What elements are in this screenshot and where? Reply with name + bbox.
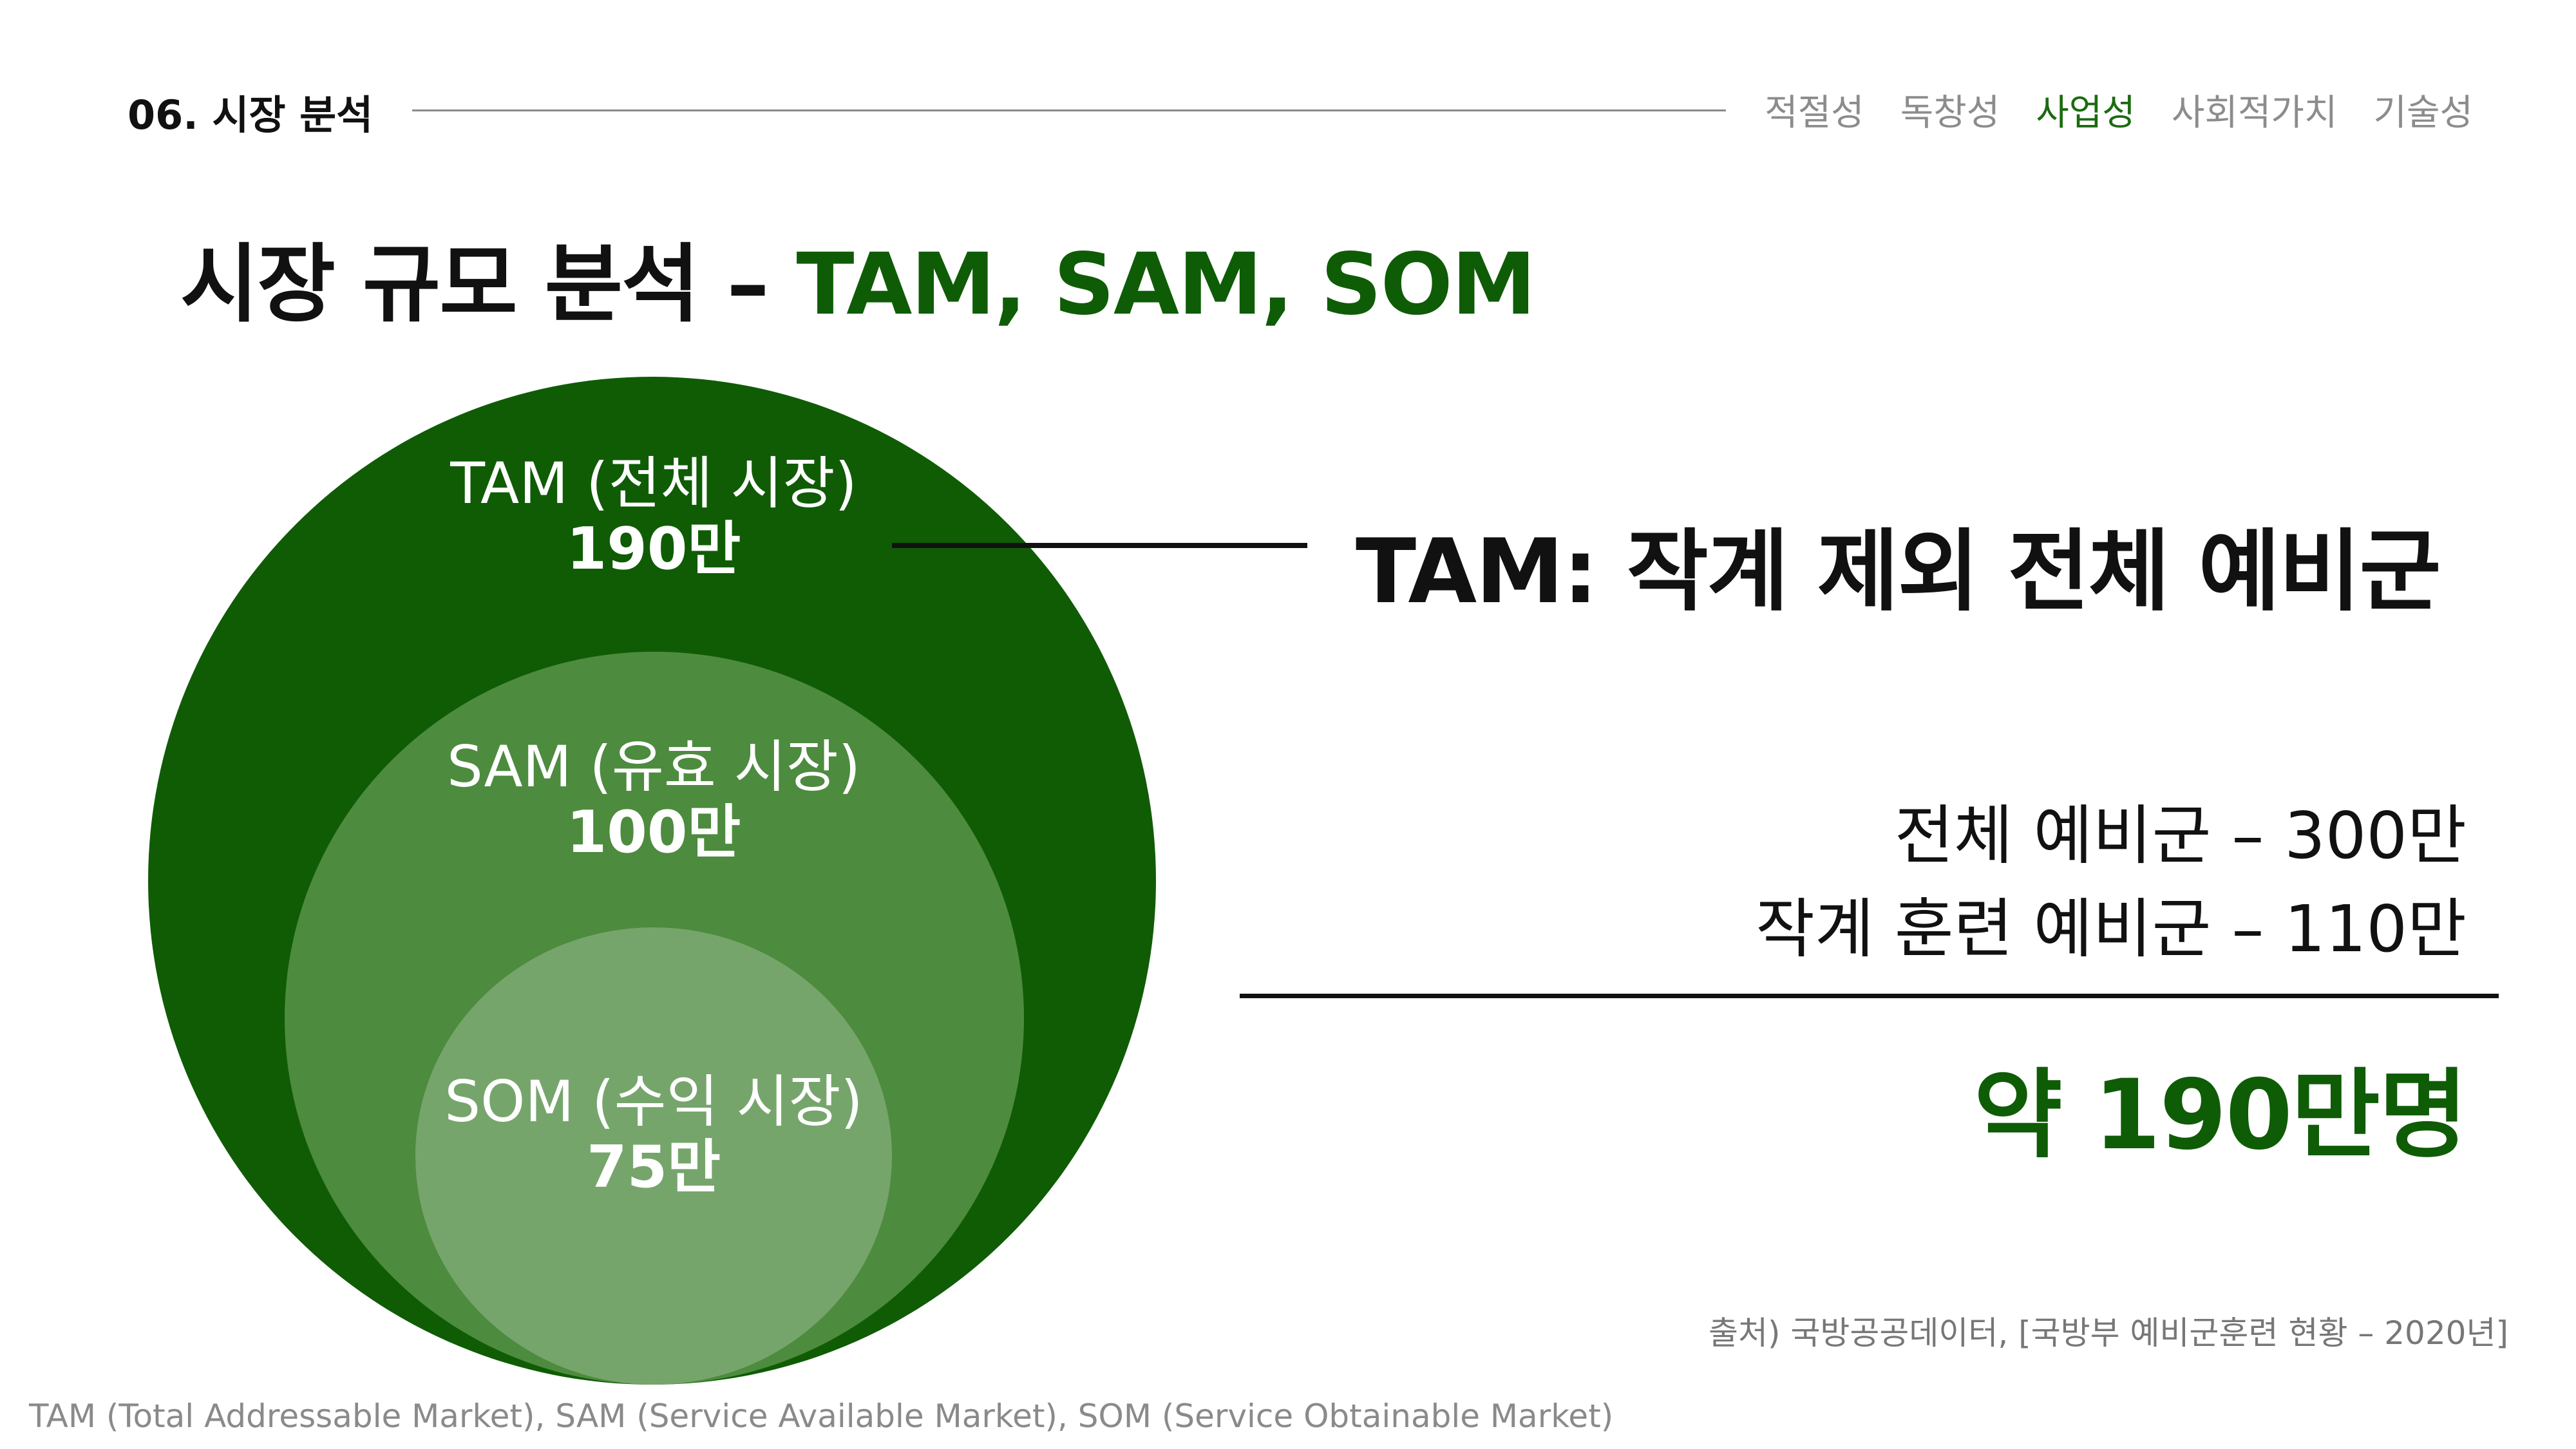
nav-item-appropriateness[interactable]: 적절성: [1765, 92, 1864, 134]
som-value: 75만: [586, 1133, 721, 1202]
sam-value: 100만: [566, 799, 741, 867]
breakdown-line-total: 전체 예비군 – 300만: [1894, 798, 2467, 873]
page-title-accent: TAM, SAM, SOM: [796, 235, 1536, 334]
breakdown-line-training: 작계 훈련 예비군 – 110만: [1755, 891, 2467, 967]
som-name: SOM (수익 시장): [444, 1068, 863, 1135]
page-title: 시장 규모 분석 – TAM, SAM, SOM: [180, 216, 1536, 339]
header-divider: [412, 109, 1726, 111]
callout-heading: TAM: 작계 제외 전체 예비군: [1356, 520, 2441, 623]
total-divider: [1240, 994, 2499, 998]
section-label: 06. 시장 분석: [128, 91, 374, 138]
nav-item-originality[interactable]: 독창성: [1900, 92, 2000, 134]
footnote: TAM (Total Addressable Market), SAM (Ser…: [29, 1397, 1614, 1435]
sam-label: SAM (유효 시장) 100만: [309, 734, 998, 866]
tam-value: 190만: [566, 515, 741, 583]
som-circle: [415, 927, 892, 1385]
nav-item-business[interactable]: 사업성: [2036, 92, 2136, 134]
breakdown-list: 전체 예비군 – 300만 작계 훈련 예비군 – 110만: [1756, 789, 2467, 976]
page-title-main: 시장 규모 분석 –: [180, 235, 797, 334]
tam-name: TAM (전체 시장): [450, 450, 857, 516]
sam-name: SAM (유효 시장): [446, 734, 861, 800]
section-nav: 적절성 독창성 사업성 사회적가치 기술성: [1765, 84, 2473, 136]
tam-label: TAM (전체 시장) 190만: [309, 451, 998, 583]
total-value: 약 190만명: [1973, 1059, 2468, 1171]
nav-item-technology[interactable]: 기술성: [2373, 92, 2473, 134]
callout-connector-line: [892, 543, 1307, 548]
source-note: 출처) 국방공공데이터, [국방부 예비군훈련 현황 – 2020년]: [1708, 1314, 2508, 1352]
som-label: SOM (수익 시장) 75만: [309, 1069, 998, 1201]
nav-item-social-value[interactable]: 사회적가치: [2171, 92, 2338, 134]
